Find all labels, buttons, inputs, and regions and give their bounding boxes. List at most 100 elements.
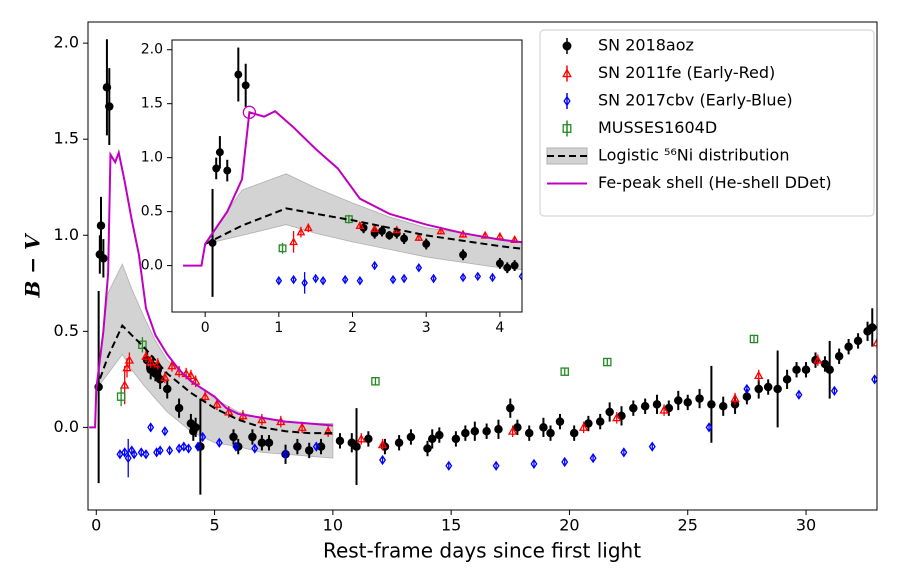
marker bbox=[763, 382, 773, 392]
marker bbox=[105, 102, 114, 111]
y-tick-label: 0.0 bbox=[141, 258, 163, 274]
marker bbox=[138, 340, 147, 350]
marker bbox=[248, 432, 257, 442]
marker bbox=[174, 403, 184, 413]
marker bbox=[430, 273, 437, 284]
x-tick-label: 4 bbox=[495, 320, 504, 336]
marker bbox=[595, 417, 605, 426]
marker bbox=[229, 432, 238, 442]
marker bbox=[185, 443, 193, 454]
legend: SN 2018aoz SN 2011fe (Early-Red) SN 2017cb… bbox=[539, 29, 875, 217]
marker bbox=[356, 275, 364, 286]
marker bbox=[589, 453, 597, 464]
marker bbox=[659, 405, 669, 414]
y-tick-label: 2.0 bbox=[141, 42, 163, 58]
x-tick-label: 1 bbox=[274, 320, 283, 336]
marker bbox=[400, 234, 409, 243]
marker bbox=[319, 275, 327, 286]
marker bbox=[296, 227, 306, 236]
marker bbox=[539, 423, 548, 432]
marker bbox=[605, 407, 614, 417]
marker bbox=[507, 426, 518, 435]
plot-area bbox=[89, 39, 877, 495]
marker bbox=[506, 403, 515, 413]
marker bbox=[389, 274, 397, 285]
marker bbox=[871, 374, 877, 385]
marker bbox=[335, 436, 345, 446]
marker bbox=[562, 124, 572, 133]
marker bbox=[459, 272, 467, 283]
marker bbox=[427, 434, 437, 444]
marker bbox=[888, 273, 893, 280]
marker bbox=[825, 365, 834, 374]
marker bbox=[801, 365, 811, 374]
legend-label: SN 2011fe (Early-Red) bbox=[598, 63, 775, 82]
y-tick-label: 1.5 bbox=[54, 129, 79, 148]
marker bbox=[518, 271, 522, 282]
marker bbox=[364, 434, 373, 444]
marker bbox=[492, 460, 500, 471]
line bbox=[95, 323, 333, 435]
y-tick-label: 0.5 bbox=[54, 321, 79, 340]
marker bbox=[813, 355, 823, 364]
marker bbox=[872, 337, 877, 347]
marker bbox=[578, 422, 589, 431]
marker bbox=[297, 422, 307, 431]
marker bbox=[489, 272, 496, 283]
marker bbox=[371, 260, 378, 271]
marker bbox=[379, 454, 387, 466]
marker bbox=[423, 444, 432, 453]
marker bbox=[124, 453, 132, 464]
marker bbox=[257, 438, 267, 448]
marker bbox=[470, 426, 480, 436]
marker bbox=[289, 237, 298, 246]
marker bbox=[415, 262, 423, 273]
marker bbox=[569, 428, 579, 438]
marker bbox=[251, 443, 259, 454]
marker bbox=[167, 360, 177, 370]
highlight-marker bbox=[242, 105, 257, 119]
legend-box bbox=[539, 29, 875, 217]
axes-frame bbox=[87, 21, 878, 511]
marker bbox=[754, 384, 763, 394]
marker bbox=[166, 445, 174, 456]
marker bbox=[257, 414, 267, 424]
marker bbox=[705, 422, 713, 433]
marker bbox=[224, 407, 234, 416]
marker bbox=[560, 367, 569, 376]
marker bbox=[562, 68, 572, 78]
legend-label: Logistic ⁵⁶Ni distribution bbox=[598, 146, 789, 165]
inset-axes: 0 1 2 3 4 0.0 0.5 1.0 1.5 2.0 bbox=[141, 39, 893, 336]
marker bbox=[212, 164, 221, 173]
marker bbox=[156, 445, 164, 456]
marker bbox=[563, 95, 571, 107]
marker bbox=[853, 336, 863, 346]
marker bbox=[341, 274, 349, 285]
marker bbox=[555, 417, 565, 426]
marker bbox=[844, 342, 853, 351]
marker bbox=[513, 423, 522, 432]
marker bbox=[304, 446, 314, 455]
marker bbox=[436, 226, 446, 235]
marker bbox=[830, 385, 838, 396]
marker bbox=[293, 442, 302, 451]
marker bbox=[754, 370, 764, 380]
plot-area bbox=[183, 47, 893, 297]
marker bbox=[194, 441, 202, 452]
marker bbox=[868, 323, 877, 332]
marker bbox=[121, 447, 129, 458]
x-tick-label: 2 bbox=[348, 320, 357, 336]
marker bbox=[212, 399, 222, 408]
y-tick-label: 1.0 bbox=[54, 225, 79, 244]
marker bbox=[378, 227, 386, 235]
marker bbox=[147, 422, 155, 433]
legend-label: SN 2017cbv (Early-Blue) bbox=[598, 91, 793, 110]
marker bbox=[377, 439, 388, 449]
axes-background bbox=[172, 40, 522, 312]
marker bbox=[119, 380, 130, 389]
marker bbox=[445, 460, 453, 471]
marker bbox=[130, 449, 138, 460]
y-tick-label: 0.0 bbox=[54, 417, 79, 436]
marker bbox=[137, 447, 145, 458]
marker bbox=[290, 274, 297, 285]
